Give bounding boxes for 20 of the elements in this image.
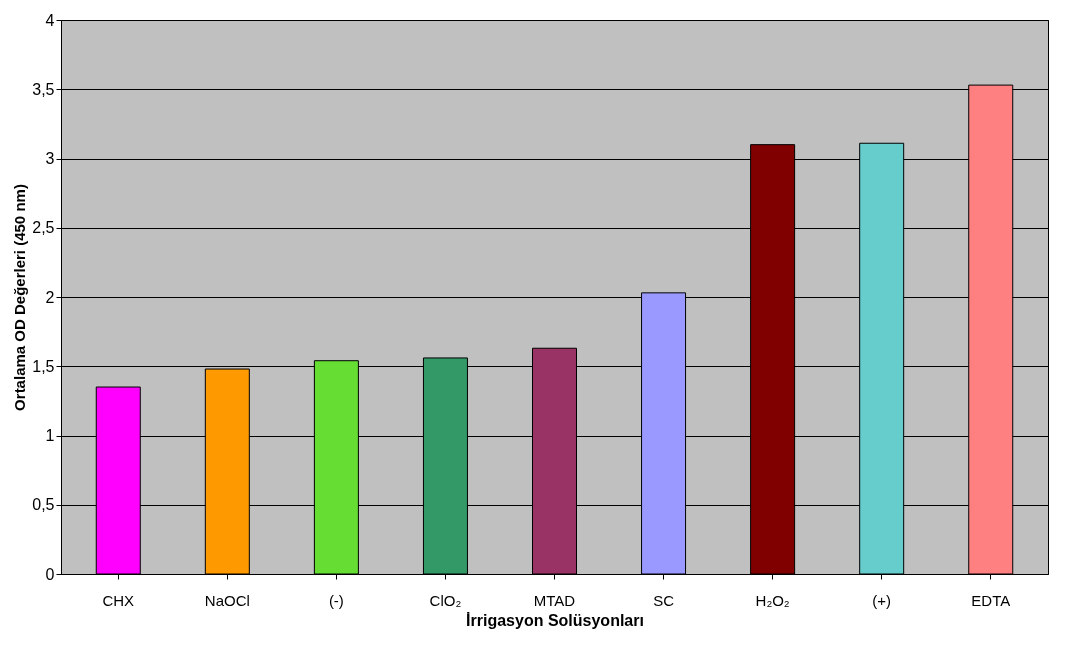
- x-tick-label: (-): [328, 591, 344, 609]
- y-tick-label: 4: [45, 11, 55, 29]
- x-axis-title: İrrigasyon Solüsyonları: [466, 611, 644, 629]
- x-tick-label: ClO₂: [429, 591, 462, 609]
- x-tick-label: H₂O₂: [755, 591, 790, 609]
- y-tick-label: 0,5: [32, 496, 55, 514]
- y-tick-label: 2,5: [32, 219, 55, 237]
- y-tick-label: 3,5: [32, 80, 55, 98]
- y-tick-label: 2: [45, 288, 55, 306]
- y-tick-label: 0: [45, 565, 55, 583]
- y-tick-label: 1,5: [32, 357, 55, 375]
- x-tick-label: SC: [653, 591, 675, 609]
- x-tick-label: (+): [872, 591, 892, 609]
- x-tick-label: MTAD: [533, 591, 576, 609]
- y-tick-label: 3: [45, 150, 55, 167]
- x-tick-label: NaOCl: [204, 591, 250, 609]
- x-tick-label: CHX: [102, 591, 135, 609]
- y-axis-title: Ortalama OD Değerleri (450 nm): [11, 184, 29, 411]
- x-tick-label: EDTA: [971, 591, 1011, 609]
- y-tick-label: 1: [45, 427, 55, 444]
